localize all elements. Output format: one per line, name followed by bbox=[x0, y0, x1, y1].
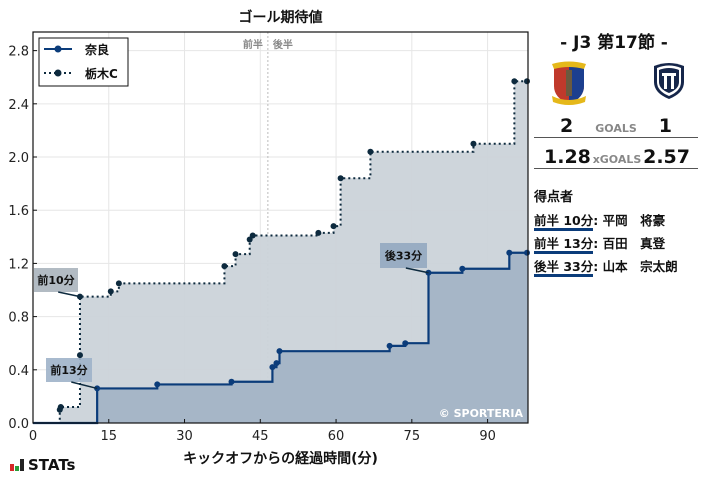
data-point bbox=[367, 148, 374, 155]
series-fill bbox=[33, 81, 528, 423]
scorer-item: 前半 10分: 平岡 将豪 bbox=[534, 210, 666, 231]
data-point bbox=[76, 352, 83, 359]
stats-brand: STATs bbox=[10, 456, 75, 474]
y-tick-label: 2.4 bbox=[8, 98, 29, 113]
data-point bbox=[315, 229, 322, 236]
annotation-label: 前13分 bbox=[50, 363, 87, 377]
legend-box bbox=[38, 37, 129, 87]
x-tick-label: 90 bbox=[479, 429, 496, 444]
legend-label: 奈良 bbox=[84, 42, 109, 57]
xgoals-label: xGOALS bbox=[592, 153, 642, 166]
data-point bbox=[249, 232, 256, 239]
annotation-box bbox=[34, 268, 78, 292]
away-team-crest-icon bbox=[654, 63, 684, 99]
y-tick-label: 0.0 bbox=[8, 417, 29, 432]
data-point bbox=[107, 288, 114, 295]
scorer-time: 後半 33分 bbox=[534, 259, 594, 277]
annotation-label: 後33分 bbox=[385, 249, 422, 263]
legend-marker-icon bbox=[54, 69, 62, 77]
first-half-label: 前半 bbox=[243, 38, 263, 51]
annotation-box bbox=[46, 358, 92, 382]
y-tick-label: 1.2 bbox=[8, 257, 29, 272]
data-point bbox=[402, 340, 409, 347]
x-tick-label: 60 bbox=[328, 429, 345, 444]
data-point bbox=[470, 140, 477, 147]
data-point bbox=[276, 348, 283, 355]
data-point bbox=[154, 381, 161, 388]
data-point bbox=[524, 249, 530, 256]
y-tick-label: 2.8 bbox=[8, 45, 29, 60]
data-point bbox=[386, 342, 393, 349]
x-tick-label: 15 bbox=[100, 429, 117, 444]
goals-row: 2 GOALS 1 bbox=[534, 115, 698, 138]
second-half-label: 後半 bbox=[273, 38, 293, 51]
series-line bbox=[33, 80, 528, 424]
scorer-time: 前半 13分 bbox=[534, 236, 594, 254]
x-tick-label: 30 bbox=[176, 429, 193, 444]
annotation-pointer bbox=[58, 291, 81, 298]
scorers-title: 得点者 bbox=[534, 190, 574, 205]
x-tick-label: 75 bbox=[404, 429, 421, 444]
annotation-pointer bbox=[405, 267, 429, 274]
data-point bbox=[232, 251, 239, 258]
x-tick-label: 0 bbox=[29, 429, 37, 444]
data-point bbox=[273, 360, 280, 367]
legend-label: 栃木C bbox=[85, 66, 118, 81]
data-point bbox=[330, 223, 337, 230]
data-point bbox=[337, 175, 344, 182]
scorer-item: 後半 33分: 山本 宗太朗 bbox=[534, 256, 678, 277]
annotation-box bbox=[380, 243, 427, 268]
scorer-name: 百田 真登 bbox=[602, 236, 666, 251]
data-point bbox=[228, 378, 235, 385]
y-tick-label: 0.4 bbox=[8, 364, 29, 379]
plot-frame bbox=[32, 31, 529, 424]
brand-label: STATs bbox=[28, 456, 76, 474]
home-xgoals: 1.28 bbox=[544, 146, 591, 168]
data-point bbox=[459, 265, 466, 272]
scorer-name: 山本 宗太朗 bbox=[602, 259, 678, 274]
data-point bbox=[524, 78, 530, 85]
away-goals: 1 bbox=[658, 115, 672, 137]
scorer-item: 前半 13分: 百田 真登 bbox=[534, 233, 666, 254]
data-point bbox=[506, 249, 513, 256]
round-title: - J3 第17節 - bbox=[560, 33, 668, 53]
data-point bbox=[221, 263, 228, 270]
annotation-pointer bbox=[71, 381, 98, 390]
scorer-time: 前半 10分 bbox=[534, 213, 594, 231]
x-axis-label: キックオフからの経過時間(分) bbox=[183, 450, 378, 467]
home-goals: 2 bbox=[560, 115, 574, 137]
chart-title: ゴール期待値 bbox=[239, 9, 323, 26]
bar-chart-icon bbox=[10, 459, 24, 471]
y-tick-label: 0.8 bbox=[8, 311, 29, 326]
y-tick-label: 2.0 bbox=[8, 151, 29, 166]
series-fill bbox=[33, 252, 528, 423]
data-point bbox=[269, 364, 276, 371]
xgoals-row: 1.28 xGOALS 2.57 bbox=[534, 146, 698, 169]
watermark: © SPORTERIA bbox=[439, 407, 524, 420]
data-point bbox=[115, 280, 122, 287]
y-tick-label: 1.6 bbox=[8, 204, 29, 219]
annotation-label: 前10分 bbox=[37, 273, 74, 287]
data-point bbox=[511, 78, 518, 85]
away-xgoals: 2.57 bbox=[643, 146, 690, 168]
x-tick-label: 45 bbox=[252, 429, 269, 444]
scorer-name: 平岡 将豪 bbox=[602, 213, 666, 228]
legend-marker-icon bbox=[54, 45, 62, 53]
data-point bbox=[57, 404, 64, 411]
goals-label: GOALS bbox=[595, 122, 637, 135]
home-team-crest-icon bbox=[552, 61, 586, 105]
